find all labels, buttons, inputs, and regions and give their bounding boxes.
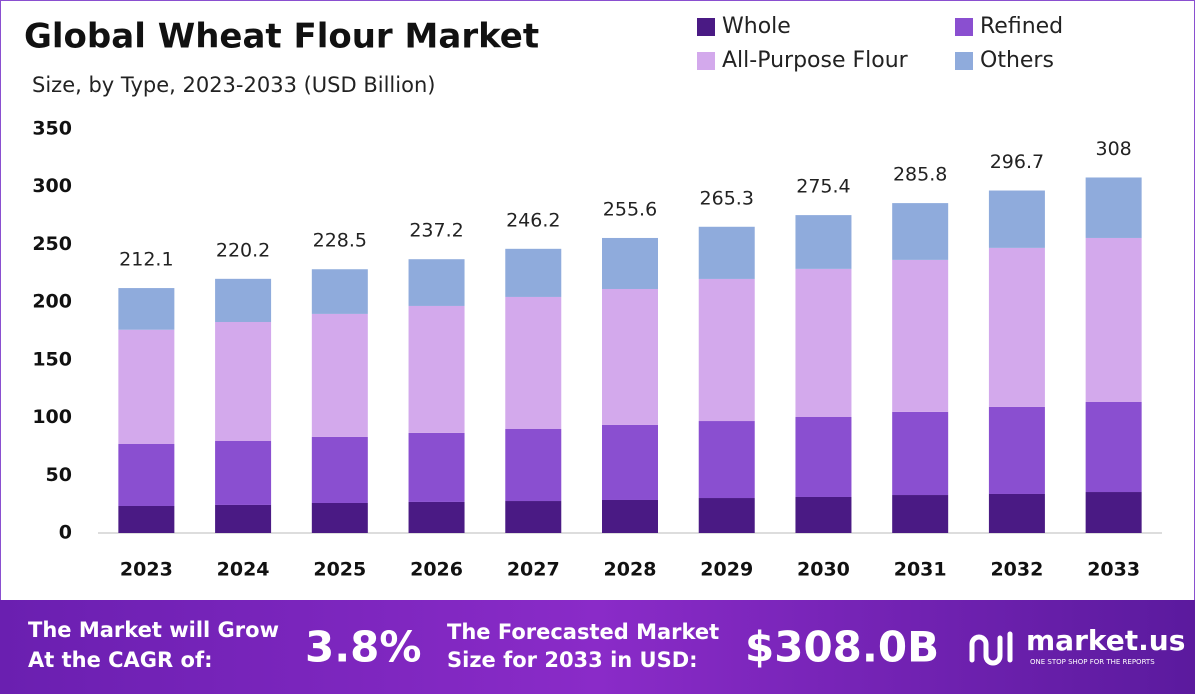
bar-segment (505, 248, 562, 297)
y-tick-label: 300 (32, 175, 72, 197)
total-label: 246.2 (506, 209, 560, 231)
y-tick-label: 0 (59, 522, 72, 544)
legend-label: Others (980, 48, 1054, 73)
bar-segment (1085, 177, 1142, 238)
y-tick-label: 100 (32, 406, 72, 428)
bar-segment (698, 226, 755, 279)
bar-segment (988, 406, 1045, 494)
bar-segment (118, 505, 175, 533)
bar-segment (795, 268, 852, 417)
total-label: 296.7 (990, 151, 1044, 173)
legend-label: Refined (980, 14, 1063, 39)
legend-label: All-Purpose Flour (722, 48, 909, 73)
cagr-label: The Market will Grow (28, 618, 279, 642)
bar-segment (311, 269, 368, 314)
brand-tagline: ONE STOP SHOP FOR THE REPORTS (1030, 658, 1155, 666)
bar-segment (602, 424, 658, 500)
bar-segment (602, 288, 658, 425)
bar-segment (408, 305, 465, 433)
total-label: 275.4 (796, 176, 850, 198)
bar-segment (215, 278, 272, 322)
cagr-value: 3.8% (305, 623, 421, 672)
x-tick-label: 2028 (604, 559, 657, 581)
bar-segment (118, 444, 175, 506)
bar-segment (505, 428, 562, 502)
forecast-label: Size for 2033 in USD: (447, 648, 698, 672)
total-label: 212.1 (119, 249, 173, 271)
x-tick-label: 2025 (313, 559, 366, 581)
bar-segment (892, 495, 949, 533)
brand-logo (969, 631, 1013, 666)
bar-segment (698, 498, 755, 533)
x-tick-label: 2031 (894, 559, 947, 581)
cagr-label: At the CAGR of: (28, 648, 213, 672)
total-label: 265.3 (700, 187, 754, 209)
bar-segment (1085, 237, 1142, 402)
bar-segment (602, 237, 658, 289)
legend-swatch (955, 18, 973, 36)
total-label: 285.8 (893, 164, 947, 186)
x-tick-label: 2033 (1087, 559, 1140, 581)
bar-segment (892, 203, 949, 260)
chart-subtitle: Size, by Type, 2023-2033 (USD Billion) (32, 73, 435, 97)
y-tick-label: 50 (46, 464, 72, 486)
x-tick-label: 2029 (700, 559, 753, 581)
legend-swatch (955, 52, 973, 70)
bar-segment (408, 432, 465, 502)
total-label: 228.5 (313, 230, 367, 252)
bar-segment (215, 321, 272, 442)
y-tick-label: 250 (32, 233, 72, 255)
bar-segment (118, 329, 175, 445)
bar-segment (1085, 492, 1142, 533)
bar-segment (311, 502, 368, 533)
legend-label: Whole (722, 14, 791, 39)
bar-segment (505, 501, 562, 533)
bar-segment (215, 441, 272, 505)
bar-segment (892, 411, 949, 496)
bar-segment (311, 313, 368, 437)
bar-segment (795, 496, 852, 533)
bar-segment (988, 247, 1045, 407)
total-label: 255.6 (603, 198, 657, 220)
bar-segment (698, 421, 755, 499)
total-label: 220.2 (216, 239, 270, 261)
bar-segment (795, 215, 852, 269)
y-tick-label: 350 (32, 118, 72, 140)
forecast-value: $308.0B (745, 623, 939, 672)
bar-segment (311, 436, 368, 503)
bar-segment (795, 416, 852, 497)
x-tick-label: 2027 (507, 559, 560, 581)
y-tick-label: 150 (32, 348, 72, 370)
brand: market.us (1026, 624, 1185, 657)
total-label: 308 (1096, 138, 1132, 160)
bar-segment (505, 296, 562, 429)
footer-band (0, 600, 1195, 694)
bar-segment (892, 259, 949, 412)
x-tick-label: 2030 (797, 559, 850, 581)
bar-segment (215, 504, 272, 533)
chart-title: Global Wheat Flour Market (24, 17, 539, 57)
bar-segment (698, 278, 755, 422)
x-tick-label: 2026 (410, 559, 463, 581)
y-tick-label: 200 (32, 291, 72, 313)
x-tick-label: 2032 (990, 559, 1043, 581)
bar-segment (1085, 401, 1142, 493)
bar-segment (408, 501, 465, 533)
bar-segment (602, 499, 658, 533)
bar-segment (408, 259, 465, 306)
x-tick-label: 2023 (120, 559, 173, 581)
legend-swatch (697, 18, 715, 36)
bar-segment (988, 190, 1045, 248)
x-tick-label: 2024 (217, 559, 270, 581)
bar-segment (988, 493, 1045, 533)
legend-swatch (697, 52, 715, 70)
bar-segment (118, 288, 175, 330)
total-label: 237.2 (409, 220, 463, 242)
forecast-label: The Forecasted Market (447, 620, 719, 644)
